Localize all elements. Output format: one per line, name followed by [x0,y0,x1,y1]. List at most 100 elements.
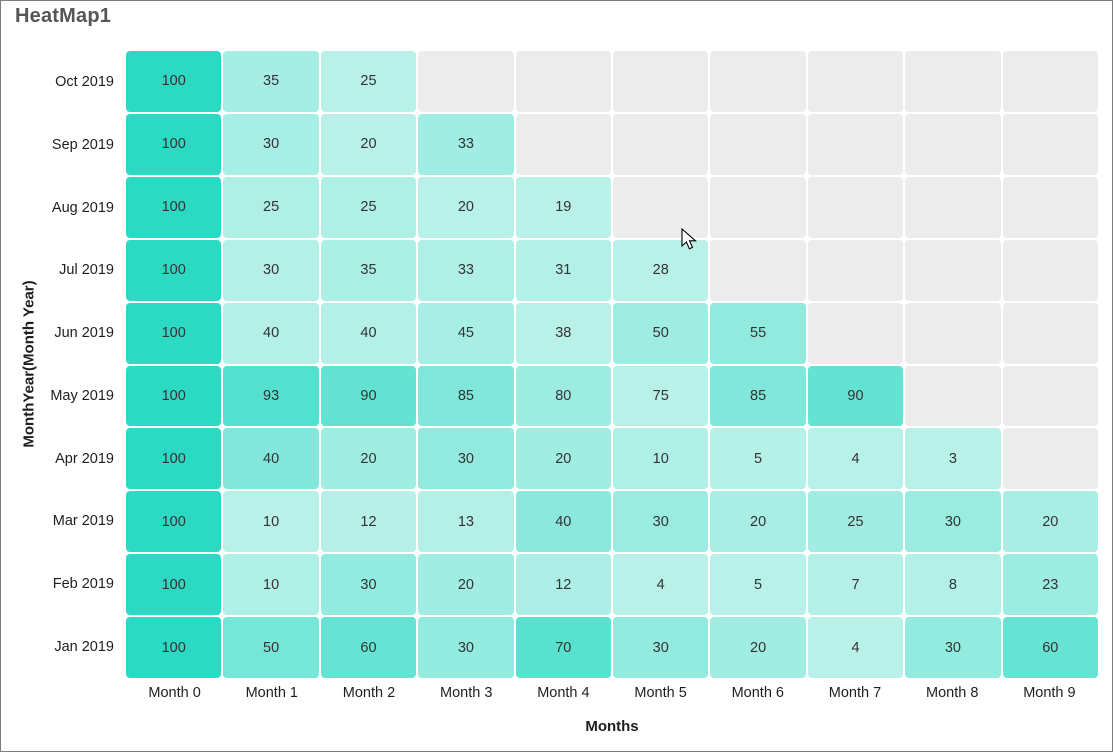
y-axis-label: Aug 2019 [51,199,114,216]
heatmap-cell[interactable]: 30 [320,554,417,616]
heatmap-cell[interactable]: 12 [320,491,417,553]
heatmap-cell[interactable]: 10 [613,428,709,490]
heatmap-cell[interactable]: 31 [515,239,611,301]
heatmap-empty-cell [613,176,709,238]
heatmap-cell[interactable]: 70 [515,617,611,678]
heatmap-empty-cell [905,51,1001,112]
x-axis-label: Month 9 [1023,685,1076,701]
heatmap-cell[interactable]: 100 [126,554,222,616]
heatmap-empty-cell [515,51,611,112]
heatmap-empty-cell [515,113,611,175]
heatmap-cell[interactable]: 30 [905,491,1001,553]
x-axis-label: Month 0 [148,685,201,701]
heatmap-cell[interactable]: 55 [710,302,806,364]
heatmap-cell[interactable]: 20 [515,428,611,490]
heatmap-cell[interactable]: 90 [807,365,904,427]
heatmap-cell[interactable]: 10 [223,491,319,553]
heatmap-cell[interactable]: 38 [515,302,611,364]
heatmap-cell[interactable]: 30 [223,239,319,301]
heatmap-empty-cell [1002,365,1098,427]
heatmap-cell[interactable]: 30 [223,113,319,175]
heatmap-cell[interactable]: 4 [807,617,904,678]
heatmap-cell[interactable]: 100 [126,51,222,112]
x-axis-label: Month 5 [634,685,687,701]
y-axis-labels: Oct 2019 Sep 2019 Aug 2019 Jul 2019 Jun 2019… [1,51,114,678]
heatmap-empty-cell [710,113,806,175]
heatmap-cell[interactable]: 100 [126,617,222,678]
heatmap-cell[interactable]: 60 [1002,617,1098,678]
heatmap-cell[interactable]: 90 [320,365,417,427]
heatmap-cell[interactable]: 28 [613,239,709,301]
heatmap-cell[interactable]: 25 [320,51,417,112]
heatmap-cell[interactable]: 13 [418,491,514,553]
heatmap-cell[interactable]: 30 [418,428,514,490]
heatmap-cell[interactable]: 40 [223,302,319,364]
heatmap-cell[interactable]: 25 [320,176,417,238]
heatmap-cell[interactable]: 100 [126,302,222,364]
heatmap-cell[interactable]: 20 [418,554,514,616]
heatmap-cell[interactable]: 40 [320,302,417,364]
heatmap-empty-cell [613,113,709,175]
heatmap-cell[interactable]: 85 [418,365,514,427]
heatmap-cell[interactable]: 12 [515,554,611,616]
heatmap-cell[interactable]: 100 [126,428,222,490]
heatmap-empty-cell [613,51,709,112]
heatmap-cell[interactable]: 20 [1002,491,1098,553]
heatmap-cell[interactable]: 33 [418,239,514,301]
y-axis-label: Oct 2019 [55,74,114,91]
heatmap-cell[interactable]: 50 [613,302,709,364]
heatmap-cell[interactable]: 30 [905,617,1001,678]
heatmap-cell[interactable]: 25 [223,176,319,238]
chart-title: HeatMap1 [15,5,112,27]
heatmap-cell[interactable]: 25 [807,491,904,553]
heatmap-cell[interactable]: 20 [418,176,514,238]
x-axis-label: Month 2 [342,685,396,701]
heatmap-cell[interactable]: 30 [613,617,709,678]
y-axis-label: Sep 2019 [51,137,114,154]
y-axis-label: Jun 2019 [54,325,114,342]
heatmap-cell[interactable]: 60 [320,617,417,678]
heatmap-cell[interactable]: 40 [223,428,319,490]
heatmap-cell[interactable]: 20 [710,491,806,553]
y-axis-label: Feb 2019 [52,575,114,592]
heatmap-cell[interactable]: 35 [320,239,417,301]
heatmap-cell[interactable]: 23 [1002,554,1098,616]
heatmap-cell[interactable]: 4 [807,428,904,490]
heatmap-cell[interactable]: 5 [710,554,806,616]
heatmap-empty-cell [807,239,904,301]
heatmap-cell[interactable]: 10 [223,554,319,616]
heatmap-cell[interactable]: 4 [613,554,709,616]
heatmap-empty-cell [905,365,1001,427]
x-axis-label: Month 6 [731,685,784,701]
heatmap-cell[interactable]: 35 [223,51,319,112]
heatmap-cell[interactable]: 8 [905,554,1001,616]
heatmap-cell[interactable]: 20 [320,428,417,490]
heatmap-cell[interactable]: 20 [320,113,417,175]
heatmap-cell[interactable]: 30 [418,617,514,678]
heatmap-cell[interactable]: 40 [515,491,611,553]
heatmap-empty-cell [1002,239,1098,301]
heatmap-empty-cell [807,51,904,112]
heatmap-empty-cell [1002,428,1098,490]
heatmap-cell[interactable]: 3 [905,428,1001,490]
heatmap-cell[interactable]: 100 [126,176,222,238]
heatmap-empty-cell [1002,113,1098,175]
heatmap-cell[interactable]: 33 [418,113,514,175]
heatmap-cell[interactable]: 80 [515,365,611,427]
heatmap-cell[interactable]: 85 [710,365,806,427]
heatmap-cell[interactable]: 100 [126,365,222,427]
heatmap-cell[interactable]: 50 [223,617,319,678]
x-axis-label: Month 1 [245,685,298,701]
heatmap-cell[interactable]: 30 [613,491,709,553]
heatmap-cell[interactable]: 100 [126,491,222,553]
heatmap-cell[interactable]: 20 [710,617,806,678]
heatmap-cell[interactable]: 45 [418,302,514,364]
heatmap-cell[interactable]: 93 [223,365,319,427]
heatmap-cell[interactable]: 5 [710,428,806,490]
heatmap-cell[interactable]: 75 [613,365,709,427]
heatmap-cell[interactable]: 7 [807,554,904,616]
heatmap-cell[interactable]: 19 [515,176,611,238]
heatmap-grid: 100 35 25 100 30 20 33 100 25 25 20 19 100 30 35 33 31 28… [126,51,1098,678]
heatmap-cell[interactable]: 100 [126,113,222,175]
heatmap-cell[interactable]: 100 [126,239,222,301]
